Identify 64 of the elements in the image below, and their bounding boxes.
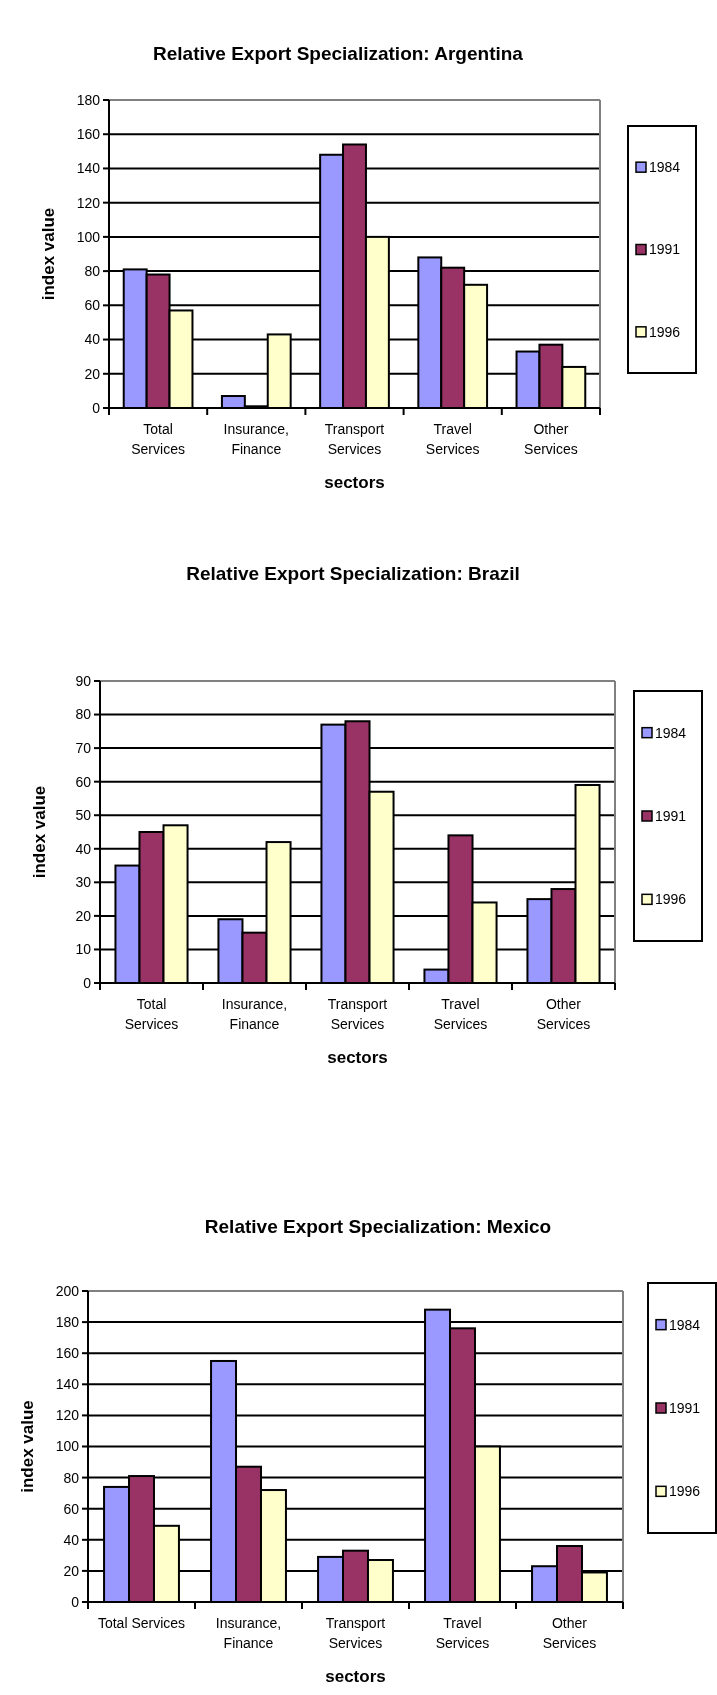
x-tick-label: Other Services xyxy=(536,996,591,1032)
chart-title: Relative Export Specialization: Brazil xyxy=(186,563,520,584)
y-tick-label: 40 xyxy=(63,1531,80,1548)
x-tick-label: Total Services xyxy=(97,1615,186,1631)
x-tick-label: Transport Services xyxy=(324,421,385,457)
legend-label: 1991 xyxy=(655,807,687,824)
y-tick-label: 100 xyxy=(55,1438,80,1455)
x-tick-label: Total Services xyxy=(131,421,185,457)
y-tick-label: 10 xyxy=(75,941,92,958)
y-tick-label: 50 xyxy=(75,807,92,824)
x-tick-label: Insurance, Finance xyxy=(223,421,289,457)
y-tick-label: 20 xyxy=(75,907,92,924)
legend-label: 1991 xyxy=(649,241,681,258)
y-tick-label: 60 xyxy=(63,1500,80,1517)
y-tick-label: 120 xyxy=(55,1407,80,1424)
x-tick-label: Total Services xyxy=(124,996,179,1032)
y-tick-label: 160 xyxy=(76,126,101,143)
x-axis-title: sectors xyxy=(324,473,385,492)
y-tick-label: 60 xyxy=(84,297,101,314)
chart-title: Relative Export Specialization: Argentina xyxy=(153,43,524,64)
legend-label: 1984 xyxy=(655,724,687,741)
x-tick-label: Transport Services xyxy=(327,996,388,1032)
x-tick-label: Travel Services xyxy=(425,421,480,457)
x-axis-title: sectors xyxy=(327,1048,388,1067)
y-tick-label: 100 xyxy=(76,228,101,245)
y-tick-label: 30 xyxy=(75,874,92,891)
y-tick-label: 40 xyxy=(84,331,101,348)
y-tick-label: 160 xyxy=(55,1345,80,1362)
y-tick-label: 0 xyxy=(92,399,101,416)
x-tick-label: Transport Services xyxy=(325,1615,386,1651)
y-tick-label: 20 xyxy=(63,1562,80,1579)
y-tick-label: 180 xyxy=(76,91,101,108)
y-tick-label: 90 xyxy=(75,672,92,689)
legend-label: 1984 xyxy=(649,159,681,176)
y-tick-label: 80 xyxy=(75,706,92,723)
x-axis-title: sectors xyxy=(325,1667,386,1686)
y-tick-label: 20 xyxy=(84,365,101,382)
y-tick-label: 80 xyxy=(63,1469,80,1486)
x-tick-label: Travel Services xyxy=(433,996,488,1032)
legend-label: 1996 xyxy=(655,891,687,908)
y-tick-label: 120 xyxy=(76,194,101,211)
y-tick-label: 140 xyxy=(55,1376,80,1393)
y-tick-label: 40 xyxy=(75,840,92,857)
legend-label: 1996 xyxy=(669,1483,701,1500)
y-tick-label: 0 xyxy=(83,974,92,991)
y-tick-label: 180 xyxy=(55,1314,80,1330)
chart-title: Relative Export Specialization: Mexico xyxy=(204,1216,552,1237)
y-tick-label: 0 xyxy=(71,1593,80,1610)
legend-label: 1996 xyxy=(649,323,681,340)
y-axis-title: index value xyxy=(30,785,49,879)
x-tick-label: Other Services xyxy=(524,421,578,457)
y-tick-label: 70 xyxy=(75,740,92,757)
y-tick-label: 140 xyxy=(76,160,101,177)
y-tick-label: 200 xyxy=(55,1282,80,1299)
y-axis-title: index value xyxy=(18,1400,37,1493)
x-tick-label: Travel Services xyxy=(435,1615,490,1651)
x-tick-label: Insurance, Finance xyxy=(221,996,288,1032)
y-tick-label: 60 xyxy=(75,773,92,790)
y-axis-title: index value xyxy=(39,207,58,301)
y-tick-label: 80 xyxy=(84,263,101,280)
x-tick-label: Insurance, Finance xyxy=(215,1615,282,1651)
legend-label: 1991 xyxy=(669,1399,701,1416)
legend-label: 1984 xyxy=(669,1316,701,1333)
x-tick-label: Other Services xyxy=(542,1615,597,1651)
